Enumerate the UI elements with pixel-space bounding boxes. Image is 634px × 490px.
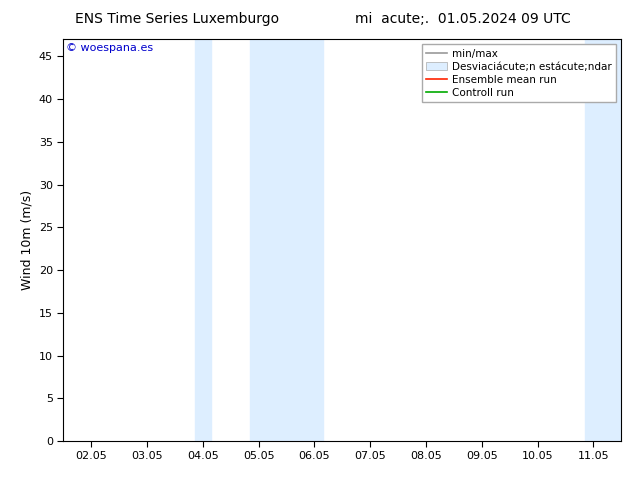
Text: ENS Time Series Luxemburgo: ENS Time Series Luxemburgo [75,12,280,26]
Text: © woespana.es: © woespana.es [66,43,153,53]
Bar [585,39,621,441]
Y-axis label: Wind 10m (m/s): Wind 10m (m/s) [20,190,34,290]
Text: mi  acute;.  01.05.2024 09 UTC: mi acute;. 01.05.2024 09 UTC [355,12,571,26]
Legend: min/max, Desviaciácute;n estácute;ndar, Ensemble mean run, Controll run: min/max, Desviaciácute;n estácute;ndar, … [422,45,616,102]
Bar [250,39,323,441]
Bar [195,39,211,441]
